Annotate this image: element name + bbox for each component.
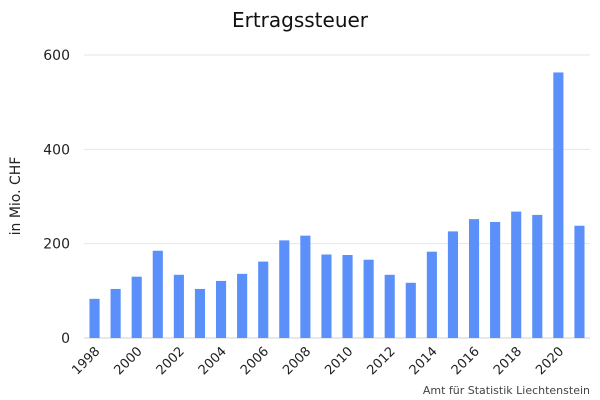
bar-2002 — [173, 274, 184, 338]
y-tick-label: 0 — [61, 331, 70, 347]
bar-2009 — [321, 254, 332, 338]
bar-2021 — [574, 225, 585, 338]
x-tick-label: 2004 — [196, 344, 230, 378]
bar-2013 — [405, 282, 416, 338]
x-tick-label: 2006 — [238, 344, 272, 378]
bar-2017 — [490, 221, 501, 338]
x-tick-label: 2008 — [280, 344, 314, 378]
source-credit: Amt für Statistik Liechtenstein — [422, 384, 590, 397]
x-tick-label: 2014 — [407, 344, 441, 378]
y-tick-label: 200 — [43, 237, 70, 253]
y-tick-label: 600 — [43, 48, 70, 64]
bar-2019 — [532, 214, 543, 338]
x-tick-label: 2012 — [365, 344, 399, 378]
bar-1998 — [89, 298, 100, 338]
x-tick-label: 1998 — [69, 344, 103, 378]
x-tick-label: 2018 — [491, 344, 525, 378]
bar-2010 — [342, 254, 353, 338]
bar-2004 — [215, 280, 227, 338]
bar-2008 — [300, 235, 311, 338]
x-tick-label: 2000 — [112, 344, 146, 378]
x-tick-label: 2002 — [154, 344, 188, 378]
bar-2003 — [194, 288, 206, 338]
bar-2016 — [468, 219, 480, 338]
bar-2012 — [384, 274, 395, 338]
bar-1999 — [110, 288, 121, 338]
bars — [89, 72, 585, 339]
bar-2005 — [237, 273, 248, 338]
y-tick-label: 400 — [43, 142, 70, 158]
x-tick-label: 2020 — [533, 344, 567, 378]
bar-2011 — [363, 259, 374, 338]
grid-lines — [84, 54, 590, 339]
x-tick-labels: 1998 2000 2002 2004 2006 2008 2010 2012 2014 2016… — [69, 344, 567, 378]
x-tick-label: 2010 — [322, 344, 356, 378]
bar-2015 — [447, 231, 459, 338]
bar-2001 — [152, 250, 163, 338]
bar-2014 — [426, 251, 437, 338]
x-tick-label: 2016 — [449, 344, 483, 378]
bar-2000 — [131, 276, 142, 338]
y-tick-labels: 0 200 400 600 — [43, 48, 70, 347]
chart-title: Ertragssteuer — [231, 8, 369, 32]
bar-2020 — [553, 72, 564, 339]
bar-2006 — [258, 261, 269, 338]
bar-2007 — [279, 240, 290, 338]
bar-2018 — [511, 211, 522, 338]
